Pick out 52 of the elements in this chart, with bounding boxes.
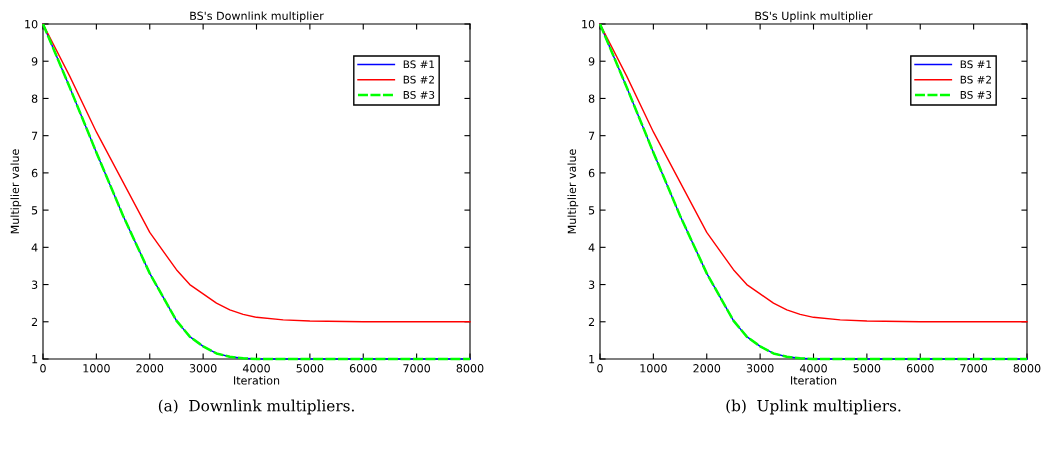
x-axis-title: Iteration [791,376,837,385]
x-tick-label: 0 [597,364,603,373]
legend-label: BS #2 [403,75,434,84]
legend-label: BS #3 [960,90,992,99]
x-tick-label: 8000 [456,364,484,373]
x-tick-label: 2000 [693,364,721,373]
x-tick-label: 7000 [960,364,988,373]
text: (a) Downlink multipliers. [158,399,354,415]
x-tick-label: 0 [40,364,46,373]
y-tick-label: 7 [588,131,595,140]
y-tick-label: 3 [31,280,38,289]
x-tick-label: 4000 [799,364,827,373]
y-tick-label: 2 [31,317,38,326]
legend-label: BS #3 [403,90,435,99]
chart-title: BS's Uplink multiplier [755,11,873,23]
legend-label: BS #1 [960,60,992,69]
chart-title: BS's Downlink multiplier [190,11,324,23]
y-tick-label: 5 [31,206,38,215]
x-tick-label: 3000 [189,364,217,373]
legend-label: BS #1 [403,60,435,69]
x-tick-label: 1000 [83,364,110,373]
y-axis-title: Multiplier value [567,149,579,234]
y-tick-label: 1 [589,355,595,364]
y-tick-label: 3 [588,280,595,289]
x-axis-title: Iteration [234,376,280,385]
y-tick-label: 5 [588,206,595,215]
x-tick-label: 5000 [853,364,881,373]
y-tick-label: 4 [31,243,38,252]
text: (b) Uplink multipliers. [726,399,901,415]
y-tick-label: 1 [32,355,38,364]
y-tick-label: 7 [31,131,38,140]
y-tick-label: 2 [588,317,595,326]
x-tick-label: 6000 [349,364,377,373]
y-tick-label: 6 [31,168,38,178]
y-tick-label: 8 [588,94,595,103]
y-axis-title: Multiplier value [10,149,22,234]
legend-label: BS #2 [960,75,991,84]
x-tick-label: 1000 [640,364,667,373]
y-tick-label: 6 [588,168,595,178]
x-tick-label: 3000 [746,364,774,373]
x-tick-label: 2000 [136,364,164,373]
y-tick-label: 8 [31,94,38,103]
y-tick-label: 9 [31,57,38,66]
x-tick-label: 8000 [1013,364,1041,373]
x-tick-label: 5000 [296,364,324,373]
x-tick-label: 6000 [906,364,934,373]
x-tick-label: 4000 [242,364,270,373]
y-tick-label: 4 [588,243,595,252]
y-tick-label: 10 [25,19,38,29]
y-tick-label: 9 [588,57,595,66]
y-tick-label: 10 [582,19,595,29]
x-tick-label: 7000 [403,364,431,373]
